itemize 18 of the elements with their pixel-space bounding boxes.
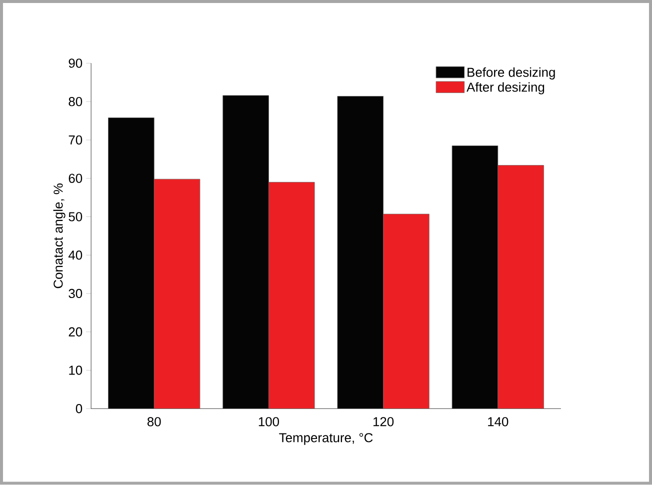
legend-label: Before desizing — [468, 68, 555, 80]
x-tick-label: 140 — [488, 417, 508, 426]
y-tick-label: 40 — [68, 250, 82, 260]
legend-label: After desizing — [466, 82, 544, 94]
y-axis-title: Conatact angle, % — [53, 184, 66, 288]
y-tick-label: 30 — [68, 289, 82, 298]
y-tick-label: 80 — [68, 97, 82, 106]
x-axis-title: Temperature, °C — [279, 433, 373, 445]
y-tick-label: 90 — [68, 58, 82, 68]
x-tick-label: 120 — [373, 417, 394, 426]
x-tick-label: 80 — [147, 417, 161, 426]
y-tick-label: 0 — [76, 404, 82, 414]
y-tick-label: 70 — [68, 135, 82, 145]
y-tick-label: 10 — [69, 366, 82, 375]
y-tick-label: 20 — [68, 327, 82, 337]
y-tick-label: 50 — [68, 212, 82, 222]
y-tick-label: 60 — [68, 174, 82, 184]
x-tick-label: 100 — [258, 417, 279, 426]
